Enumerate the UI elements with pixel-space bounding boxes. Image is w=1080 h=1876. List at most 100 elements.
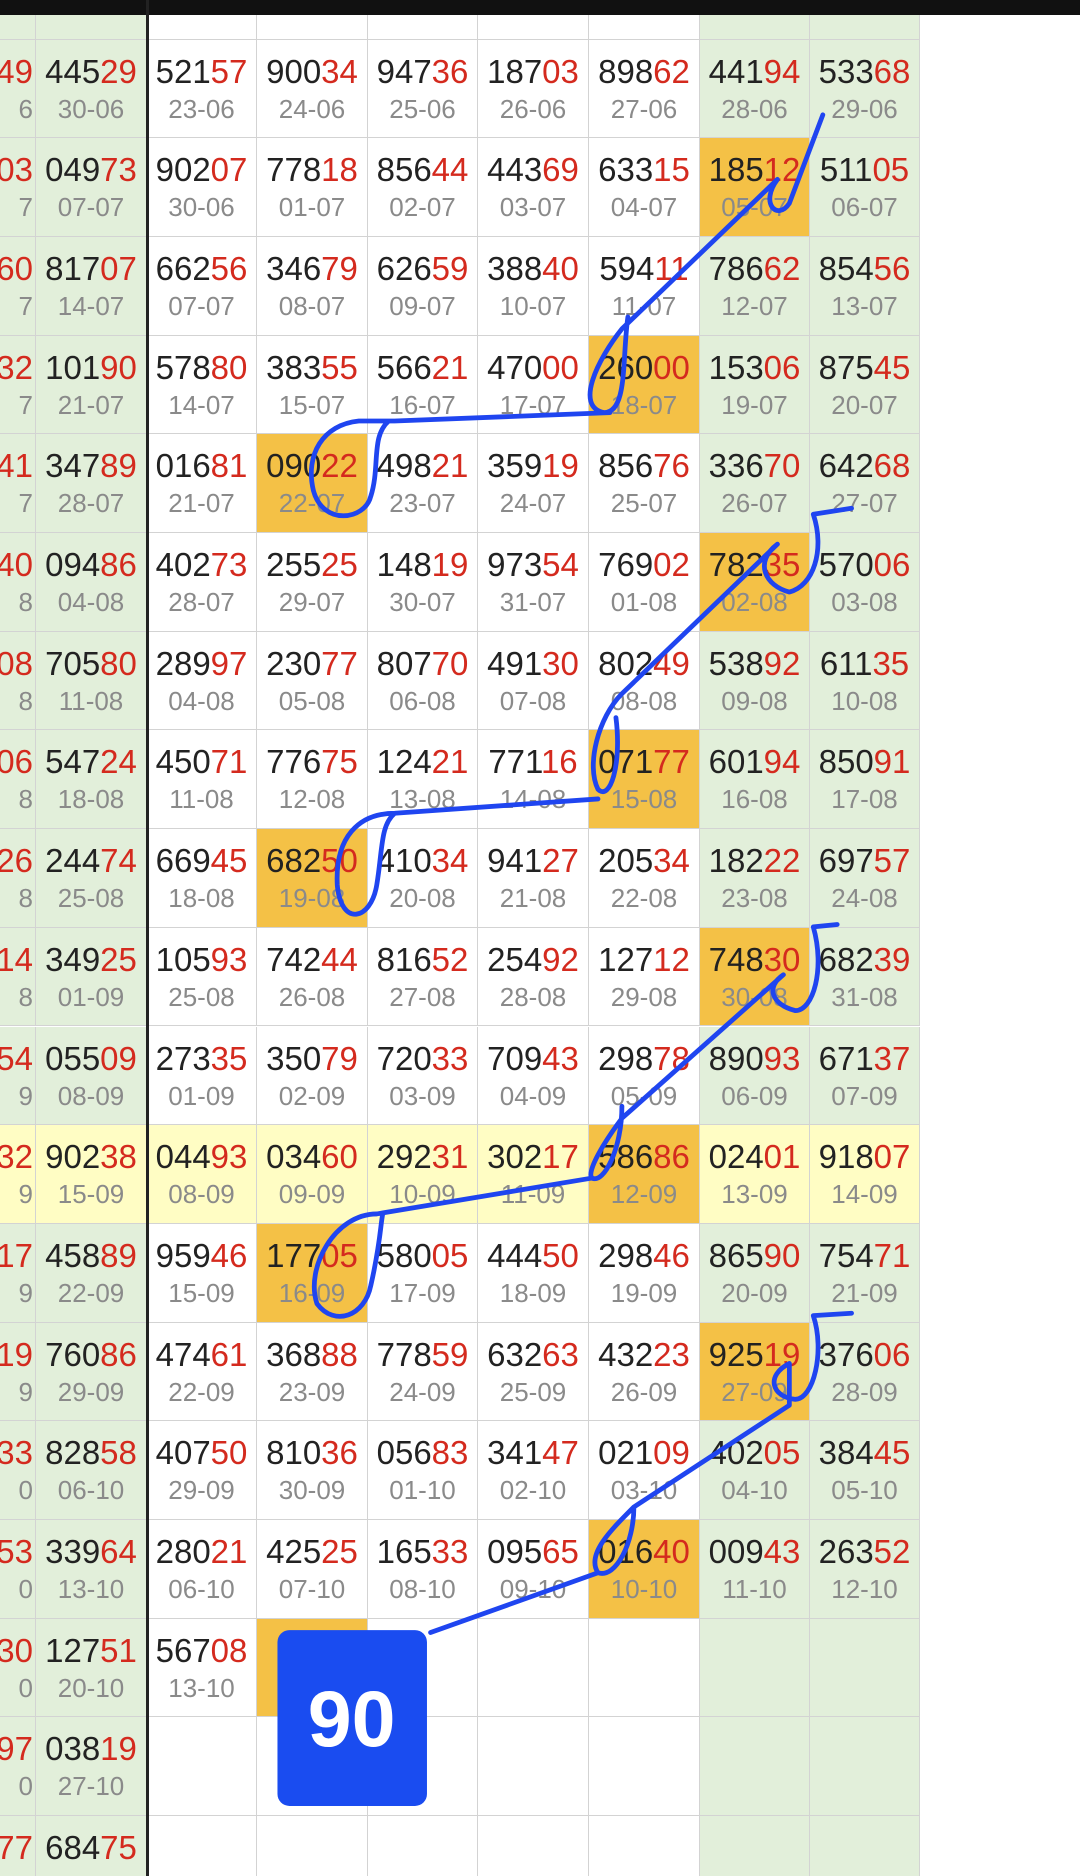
cell: 44194 28-06 (700, 39, 810, 139)
number: 68239 (810, 941, 919, 978)
date: 16-07 (389, 389, 456, 420)
number: 44529 (36, 53, 146, 90)
number-tail: 62 (653, 52, 690, 90)
number-tail: 27 (542, 842, 579, 880)
cell (478, 15, 589, 40)
number: 40750 (147, 1435, 256, 1471)
number: 44194 (700, 52, 809, 90)
cell: 77818 01-07 (257, 138, 368, 237)
number: 25492 (478, 940, 588, 978)
cell: 54724 18-08 (36, 730, 147, 830)
date: 27-06 (610, 93, 678, 124)
number: 58005 (368, 1237, 477, 1274)
cell (257, 15, 368, 40)
number-head: 095 (487, 1533, 543, 1570)
cell: 03460 09-09 (257, 1125, 368, 1224)
number-head: 105 (155, 940, 211, 978)
number-tail: 80 (100, 644, 137, 682)
number-head: 642 (818, 447, 874, 485)
number: 59411 (589, 250, 699, 287)
number: 66256 (147, 249, 256, 287)
number-tail: 33 (431, 1533, 469, 1570)
date: 8 (18, 883, 33, 914)
number: 77859 (368, 1336, 477, 1373)
cell: 18703 26-06 (478, 39, 589, 139)
number-tail: 92 (542, 940, 579, 978)
number-tail: 61 (210, 1335, 248, 1373)
number-head: 410 (376, 842, 432, 880)
number-head: 662 (155, 249, 211, 287)
cell: 35919 24-07 (478, 434, 589, 533)
cell: 02401 13-09 (700, 1125, 810, 1224)
number: 44369 (478, 152, 588, 188)
number: 77 (0, 1829, 33, 1867)
number: 87545 (810, 349, 919, 386)
number: 66945 (147, 843, 256, 879)
number-head: 918 (818, 1138, 874, 1176)
number-head: 292 (376, 1138, 432, 1176)
cell: 81707 14-07 (36, 236, 147, 336)
number-head: 828 (45, 1434, 101, 1472)
number: 01681 (147, 448, 256, 484)
number: 90034 (257, 53, 367, 90)
date: 05-10 (831, 1475, 898, 1506)
number-head: 298 (598, 1039, 654, 1077)
date: 14-07 (57, 290, 125, 321)
number-head: 633 (598, 151, 654, 189)
cell: 68475 (36, 1816, 147, 1876)
number: 94736 (368, 52, 477, 90)
number: 75471 (810, 1237, 919, 1274)
date: 7 (18, 488, 33, 519)
number-tail: 21 (210, 1533, 248, 1570)
number: 52157 (147, 53, 256, 90)
number: 33 (0, 1434, 33, 1472)
date: 24-06 (278, 93, 346, 124)
number-head: 349 (45, 940, 101, 978)
number-tail: 62 (763, 249, 801, 287)
number-tail: 40 (653, 1533, 690, 1570)
number-tail: 05 (763, 1434, 801, 1472)
cell (700, 1717, 810, 1817)
cell: 77675 12-08 (257, 730, 368, 830)
number: 09565 (478, 1534, 588, 1570)
cell: 68239 31-08 (810, 927, 920, 1027)
number-tail: 45 (210, 842, 248, 880)
date: 23-09 (278, 1376, 346, 1407)
number: 89093 (700, 1040, 809, 1077)
number-tail: 46 (653, 1236, 690, 1274)
number: 10190 (36, 349, 146, 386)
cell: 81652 27-08 (368, 927, 478, 1027)
cell: 38355 15-07 (257, 335, 368, 435)
number-tail: 86 (653, 1138, 690, 1176)
number: 76902 (589, 547, 699, 583)
number-tail: 31 (431, 1138, 469, 1176)
cell (478, 1618, 589, 1718)
date: 21-07 (57, 389, 125, 420)
date: 10-08 (831, 685, 898, 716)
number: 16533 (368, 1534, 477, 1570)
number: 61135 (810, 645, 919, 682)
number-head: 127 (598, 940, 654, 978)
date: 14-07 (168, 389, 235, 420)
number-head: 441 (708, 52, 764, 90)
number-head: 255 (266, 546, 322, 583)
number: 29878 (589, 1039, 699, 1077)
number-head: 856 (598, 447, 654, 485)
date: 05-08 (278, 685, 346, 716)
number-tail: 24 (100, 743, 137, 781)
number-head: 443 (487, 151, 543, 189)
number: 02109 (589, 1435, 699, 1471)
number: 67137 (810, 1040, 919, 1077)
number-tail: 06 (763, 348, 801, 386)
cell: 59411 11-07 (589, 236, 700, 336)
cell: 42525 07-10 (257, 1520, 368, 1619)
number-head: 947 (376, 52, 432, 90)
number-tail: 77 (653, 743, 690, 781)
date: 31-07 (499, 587, 567, 617)
number: 85676 (589, 448, 699, 484)
number-tail: 22 (321, 447, 358, 485)
date: 8 (18, 587, 33, 617)
number-tail: 89 (100, 447, 137, 485)
date: 9 (18, 1376, 33, 1407)
date: 13-07 (831, 290, 898, 321)
